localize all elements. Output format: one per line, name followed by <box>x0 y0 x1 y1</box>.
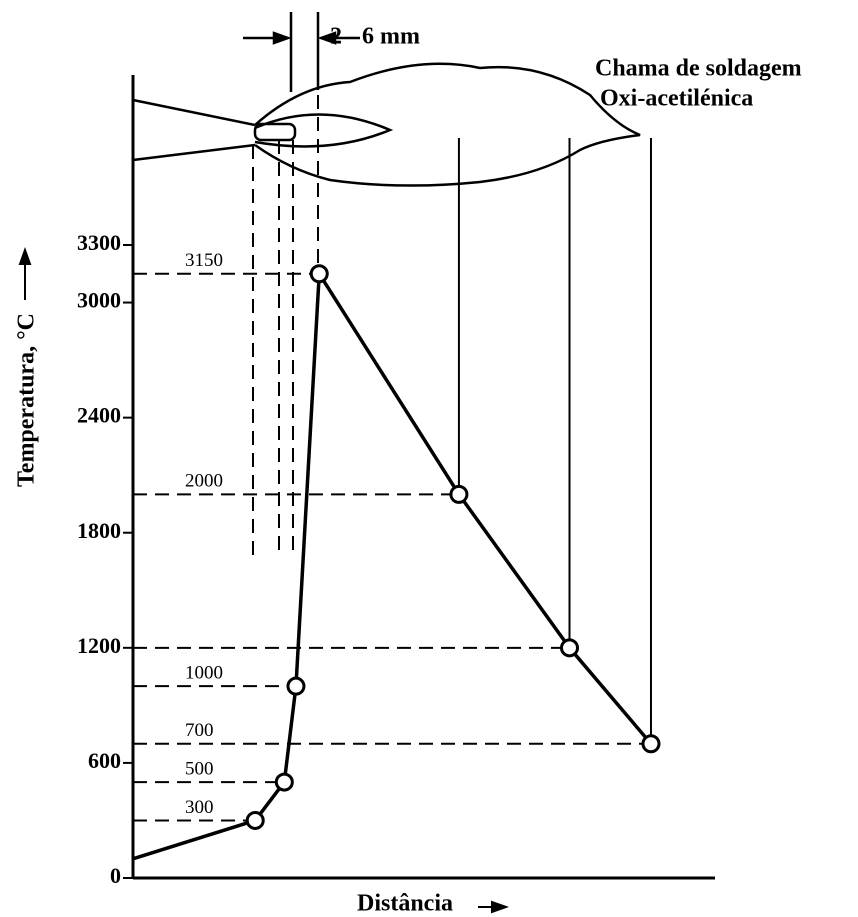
x-axis-label: Distância <box>357 891 453 917</box>
gap-annotation: 2 - 6 mm <box>330 24 420 50</box>
point <box>643 736 659 752</box>
value-label: 3150 <box>185 250 223 271</box>
point <box>288 678 304 694</box>
value-label: 700 <box>185 720 214 741</box>
chart-title: Chama de soldagem <box>595 56 802 82</box>
y-tick-label: 600 <box>88 748 121 773</box>
chart: Chama de soldagem Oxi-acetilénica 2 - 6 … <box>0 0 858 917</box>
point <box>451 486 467 502</box>
chart-subtitle: Oxi-acetilénica <box>600 86 753 112</box>
y-axis-label: Temperatura, °C <box>14 313 40 487</box>
y-tick-label: 1200 <box>77 633 121 658</box>
point <box>562 640 578 656</box>
y-arrow <box>20 250 30 300</box>
point <box>247 812 263 828</box>
x-arrow <box>478 902 506 912</box>
y-tick-label: 3000 <box>77 288 121 313</box>
value-label: 300 <box>185 797 214 818</box>
y-tick-label: 3300 <box>77 230 121 255</box>
y-tick-label: 0 <box>110 863 121 888</box>
point <box>311 266 327 282</box>
value-label: 1000 <box>185 663 223 684</box>
y-tick-label: 2400 <box>77 403 121 428</box>
point <box>276 774 292 790</box>
value-label: 500 <box>185 758 214 779</box>
y-tick-label: 1800 <box>77 518 121 543</box>
value-label: 2000 <box>185 471 223 492</box>
